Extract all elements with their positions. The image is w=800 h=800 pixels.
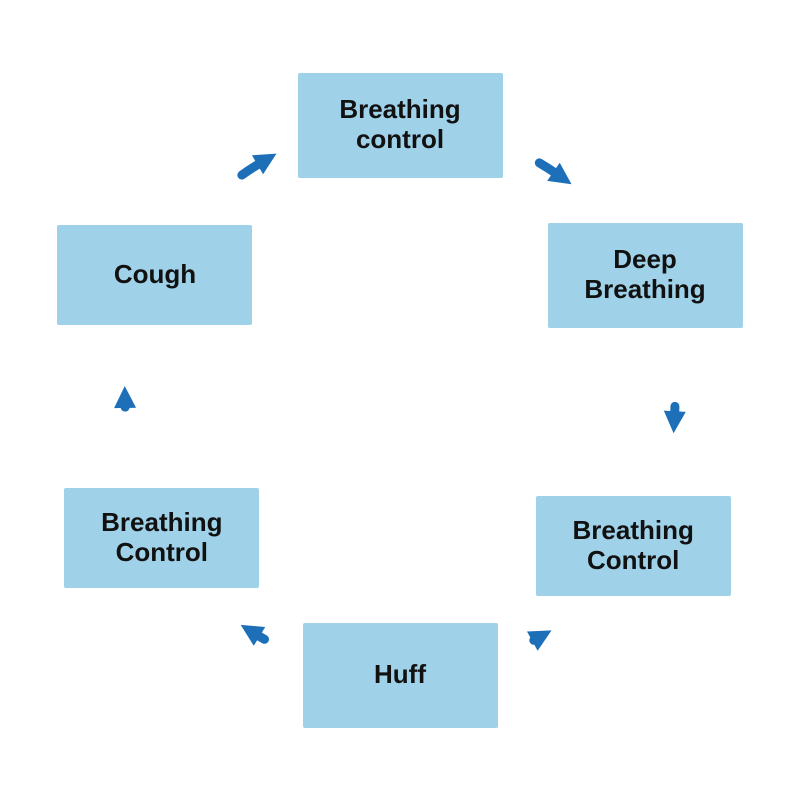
cycle-arrow-n5-n0 bbox=[242, 163, 261, 175]
cycle-node-n5: Cough bbox=[57, 225, 252, 325]
cycle-diagram: Breathing control Deep Breathing Breathing… bbox=[0, 0, 800, 800]
cycle-node-label: Cough bbox=[114, 260, 196, 290]
cycle-node-n0: Breathing control bbox=[298, 73, 503, 178]
cycle-node-label: Breathing control bbox=[339, 95, 460, 155]
cycle-node-label: Huff bbox=[374, 660, 426, 690]
cycle-node-label: Breathing Control bbox=[573, 516, 694, 576]
cycle-node-n3: Huff bbox=[303, 623, 498, 728]
cycle-node-label: Deep Breathing bbox=[584, 245, 705, 305]
cycle-arrow-n3-n4 bbox=[256, 634, 264, 639]
cycle-node-n2: Breathing Control bbox=[536, 496, 731, 596]
cycle-node-n1: Deep Breathing bbox=[548, 223, 743, 328]
cycle-node-label: Breathing Control bbox=[101, 508, 222, 568]
cycle-arrow-n0-n1 bbox=[539, 163, 556, 174]
cycle-node-n4: Breathing Control bbox=[64, 488, 259, 588]
cycle-arrow-n2-n3 bbox=[534, 639, 536, 640]
